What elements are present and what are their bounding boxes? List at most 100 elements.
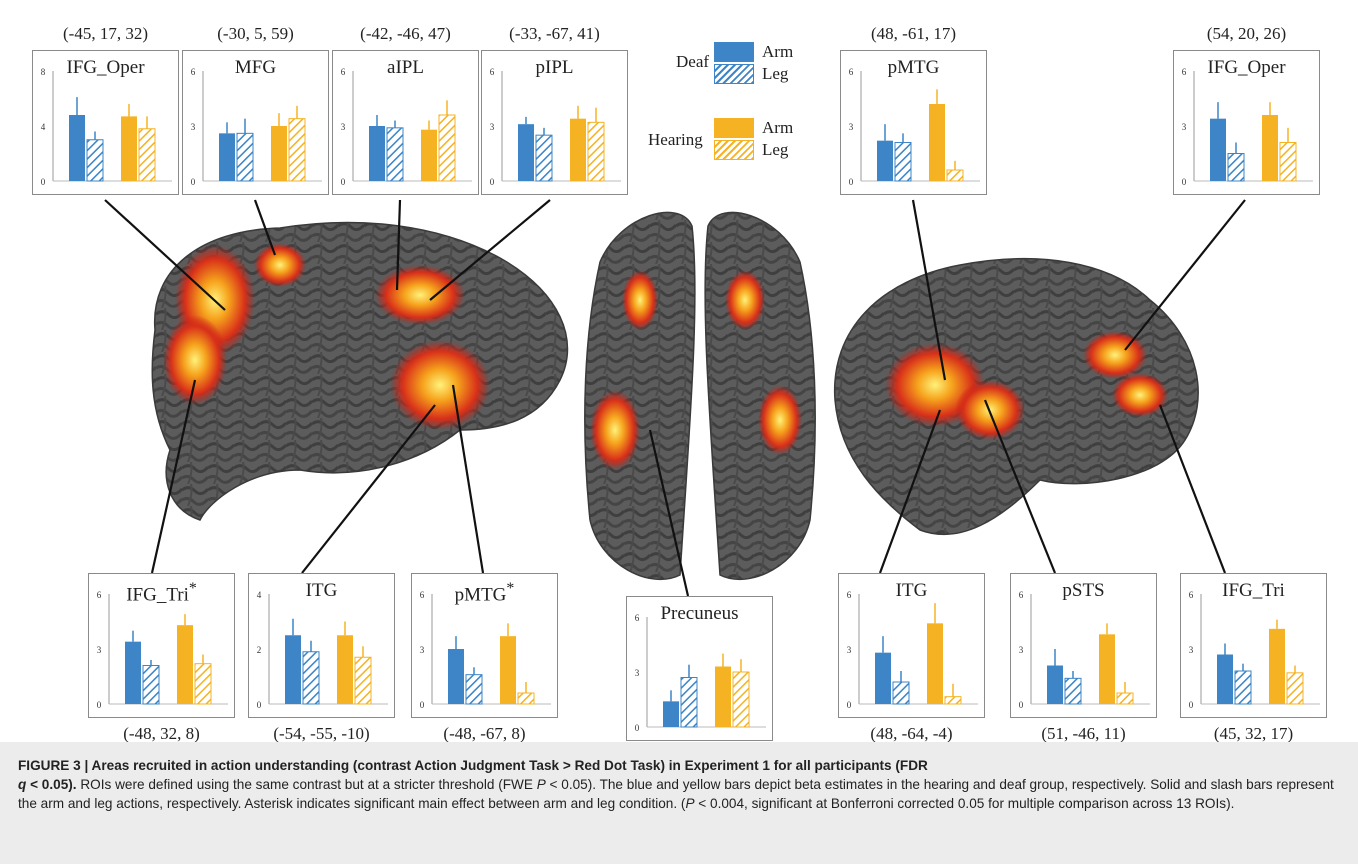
bar-deaf-leg — [465, 674, 483, 705]
bar-deaf-arm — [877, 140, 893, 181]
y-tick-label: 3 — [1189, 645, 1194, 655]
legend: Deaf Arm Leg Hearing Arm Leg — [636, 38, 816, 198]
roi-title: ITG — [305, 580, 338, 601]
bar-deaf-leg — [386, 127, 404, 182]
bar-deaf-arm — [448, 649, 464, 704]
bar-hearing-leg — [438, 114, 456, 182]
bar-hearing-arm — [1262, 115, 1278, 181]
roi-title: pMTG — [887, 57, 940, 78]
bar-deaf-leg — [236, 132, 254, 182]
bar-chart: 6 3 0 — [420, 590, 551, 710]
y-tick-label: 3 — [847, 645, 852, 655]
bar-hearing-arm — [177, 625, 193, 704]
roi-panel-pmtg-8: pMTG* 6 3 0 — [411, 573, 558, 718]
bar-hearing-arm — [421, 129, 437, 181]
roi-title: MFG — [234, 57, 277, 78]
roi-title: pSTS — [1062, 580, 1105, 601]
y-tick-label: 0 — [635, 723, 640, 733]
legend-deaf-arm-label: Arm — [762, 42, 794, 61]
y-tick-label: 6 — [341, 67, 346, 77]
bar-chart: 6 3 0 — [1182, 67, 1313, 187]
mni-coordinates: (-33, -67, 41) — [509, 24, 600, 43]
y-tick-label: 3 — [420, 645, 425, 655]
mni-coordinates: (-45, 17, 32) — [63, 24, 148, 43]
bar-hearing-leg — [517, 692, 535, 705]
y-tick-label: 0 — [41, 177, 46, 187]
bar-hearing-leg — [194, 663, 212, 705]
bar-hearing-arm — [1099, 634, 1115, 704]
y-tick-label: 3 — [341, 122, 346, 132]
bar-hearing-leg — [587, 121, 605, 182]
y-tick-label: 6 — [1189, 590, 1194, 600]
bar-deaf-leg — [535, 134, 553, 182]
y-tick-label: 0 — [341, 177, 346, 187]
bar-deaf-arm — [369, 126, 385, 181]
bar-hearing-arm — [121, 116, 137, 181]
bar-hearing-leg — [944, 696, 962, 705]
roi-title: IFG_Tri — [1222, 580, 1285, 601]
y-tick-label: 0 — [1189, 700, 1194, 710]
y-tick-label: 3 — [635, 668, 640, 678]
bar-chart: 6 3 0 — [341, 67, 472, 187]
legend-hearing-label: Hearing — [648, 130, 703, 149]
left-hemisphere — [151, 221, 569, 521]
y-tick-label: 0 — [847, 700, 852, 710]
y-tick-label: 0 — [257, 700, 262, 710]
y-tick-label: 3 — [1182, 122, 1187, 132]
mni-coordinates: (54, 20, 26) — [1206, 24, 1287, 43]
y-tick-label: 6 — [849, 67, 854, 77]
y-tick-label: 6 — [1182, 67, 1187, 77]
bar-hearing-arm — [570, 118, 586, 181]
y-tick-label: 3 — [490, 122, 495, 132]
bar-hearing-leg — [138, 128, 156, 182]
roi-panel-ifg-tri-6: IFG_Tri* 6 3 0 — [88, 573, 235, 718]
mni-coordinates: (48, -64, -4) — [870, 724, 953, 743]
y-tick-label: 2 — [257, 645, 262, 655]
bar-deaf-leg — [892, 681, 910, 705]
y-tick-label: 0 — [849, 177, 854, 187]
y-tick-label: 6 — [847, 590, 852, 600]
bar-chart: 6 3 0 — [635, 613, 766, 733]
roi-panel-pipl-3: pIPL 6 3 0 — [481, 50, 628, 195]
mni-coordinates: (51, -46, 11) — [1041, 724, 1126, 743]
y-tick-label: 4 — [41, 122, 46, 132]
bar-deaf-arm — [1210, 118, 1226, 181]
bar-hearing-arm — [715, 666, 731, 727]
legend-deaf-leg-swatch — [714, 64, 754, 84]
roi-panel-ifg-tri-12: IFG_Tri 6 3 0 — [1180, 573, 1327, 718]
bar-hearing-leg — [732, 671, 750, 728]
bar-hearing-arm — [929, 104, 945, 181]
roi-panel-pmtg-4: pMTG 6 3 0 — [840, 50, 987, 195]
bar-chart: 6 3 0 — [849, 67, 980, 187]
bar-deaf-leg — [1227, 153, 1245, 182]
bar-deaf-leg — [1234, 670, 1252, 705]
bar-deaf-leg — [680, 677, 698, 728]
bar-deaf-arm — [518, 124, 534, 181]
bar-hearing-arm — [271, 126, 287, 181]
y-tick-label: 6 — [1019, 590, 1024, 600]
bar-deaf-leg — [142, 665, 160, 705]
mni-coordinates: (-54, -55, -10) — [273, 724, 370, 743]
mni-coordinates: (48, -61, 17) — [871, 24, 956, 43]
legend-hearing-arm-label: Arm — [762, 118, 794, 137]
caption-text: FIGURE 3 | Areas recruited in action und… — [18, 758, 1334, 811]
roi-panel-psts-11: pSTS 6 3 0 — [1010, 573, 1157, 718]
bar-hearing-leg — [354, 656, 372, 705]
significance-marker: * — [506, 580, 515, 597]
mni-coordinates: (-48, -67, 8) — [443, 724, 526, 743]
y-tick-label: 6 — [97, 590, 102, 600]
dorsal-view — [584, 211, 816, 581]
bar-deaf-arm — [1217, 654, 1233, 704]
y-tick-label: 3 — [97, 645, 102, 655]
roi-title: pIPL — [535, 57, 574, 78]
legend-hearing-leg-swatch — [714, 140, 754, 160]
y-tick-label: 6 — [635, 613, 640, 623]
mni-coordinates: (-30, 5, 59) — [217, 24, 294, 43]
roi-title: pMTG* — [454, 580, 515, 606]
legend-deaf-leg-label: Leg — [762, 64, 789, 83]
legend-deaf-arm-swatch — [714, 42, 754, 62]
bar-deaf-arm — [285, 635, 301, 704]
y-tick-label: 0 — [1019, 700, 1024, 710]
bar-chart: 6 3 0 — [97, 590, 228, 710]
